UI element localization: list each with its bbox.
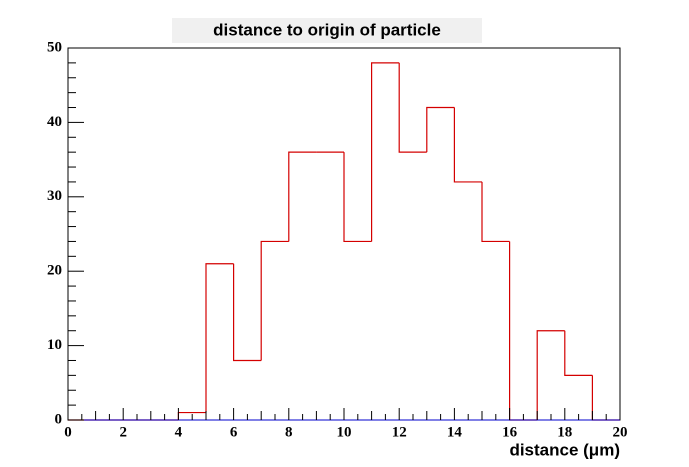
x-tick-label: 12 <box>392 424 407 440</box>
histogram-bin <box>536 330 565 420</box>
x-tick-label: 20 <box>613 424 628 440</box>
histogram-bin <box>343 152 372 243</box>
histogram-bin <box>288 151 317 242</box>
y-tick-label: 10 <box>47 337 62 353</box>
title-box <box>172 18 482 43</box>
x-tick-label: 14 <box>447 424 463 440</box>
x-tick-label: 0 <box>64 424 72 440</box>
x-tick-label: 2 <box>119 424 127 440</box>
x-tick-label: 8 <box>285 424 293 440</box>
x-tick-label: 16 <box>502 424 518 440</box>
histogram-bin <box>233 263 262 362</box>
y-tick-label: 20 <box>47 263 62 279</box>
histogram-bin <box>453 107 482 183</box>
histogram-bin <box>205 263 234 413</box>
chart-title: distance to origin of particle <box>213 20 441 39</box>
y-tick-label: 30 <box>47 188 62 204</box>
x-tick-label: 18 <box>557 424 572 440</box>
x-tick-label: 10 <box>337 424 352 440</box>
histogram-bin <box>260 240 289 361</box>
y-tick-label: 40 <box>47 114 62 130</box>
x-axis-label: distance (μm) <box>509 440 620 459</box>
y-tick-label: 0 <box>55 411 63 427</box>
x-tick-label: 6 <box>230 424 238 440</box>
x-tick-label: 4 <box>175 424 183 440</box>
histogram-bin <box>481 181 510 243</box>
histogram-bin <box>426 106 455 153</box>
histogram-bin <box>371 62 400 242</box>
histogram-bin <box>564 330 593 376</box>
histogram-bin <box>398 62 427 153</box>
y-tick-label: 50 <box>47 39 62 55</box>
